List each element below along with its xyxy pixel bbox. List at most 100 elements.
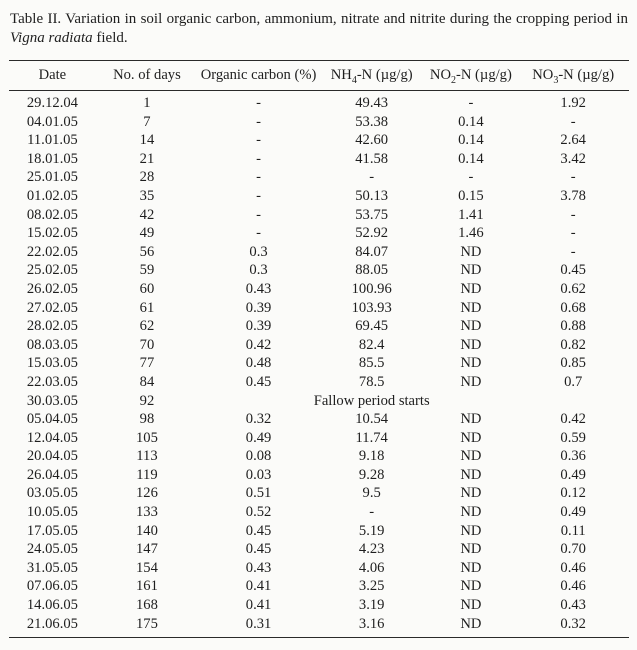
table-cell: - bbox=[468, 95, 474, 111]
table-cell: - bbox=[570, 169, 576, 186]
table-row: 05.04.05 98 0.32 10.54 ND 0.42 bbox=[9, 410, 629, 429]
table-cell: ND bbox=[460, 541, 482, 558]
table-cell: - bbox=[570, 206, 576, 223]
table-cell: 0.45 bbox=[245, 541, 272, 558]
table-cell: 119 bbox=[136, 466, 158, 483]
table-cell: 9.28 bbox=[358, 466, 385, 483]
table-cell: 17.05.05 bbox=[26, 522, 78, 539]
table-cell: ND bbox=[460, 448, 482, 465]
table-cell: 133 bbox=[136, 504, 158, 521]
table-cell: 41.58 bbox=[355, 150, 389, 167]
table-row: 24.05.05 147 0.45 4.23 ND 0.70 bbox=[9, 540, 629, 559]
table-cell: 0.62 bbox=[560, 280, 586, 297]
table-row: 04.01.05 7 - 53.38 0.14 - bbox=[9, 113, 629, 132]
table-cell: 0.49 bbox=[560, 466, 586, 483]
table-cell: 140 bbox=[136, 522, 158, 539]
caption-text-suffix: field. bbox=[92, 30, 128, 46]
table-row: 25.02.05 59 0.3 88.05 ND 0.45 bbox=[9, 261, 629, 280]
table-cell: 0.43 bbox=[245, 559, 272, 576]
table-cell: 0.14 bbox=[458, 132, 484, 149]
table-cell: 1 bbox=[143, 95, 151, 111]
table-cell: 31.05.05 bbox=[26, 559, 78, 576]
table-row: 20.04.05 113 0.08 9.18 ND 0.36 bbox=[9, 447, 629, 466]
table-cell: 25.02.05 bbox=[26, 262, 78, 279]
table-cell: ND bbox=[460, 355, 482, 372]
table-cell: 0.3 bbox=[249, 262, 268, 279]
table-cell: 88.05 bbox=[355, 262, 389, 279]
table-cell: ND bbox=[460, 522, 482, 539]
table-row: 07.06.05 161 0.41 3.25 ND 0.46 bbox=[9, 577, 629, 596]
table-row: 08.03.05 70 0.42 82.4 ND 0.82 bbox=[9, 336, 629, 355]
table-cell: - bbox=[256, 132, 261, 149]
table-row: 26.04.05 119 0.03 9.28 ND 0.49 bbox=[9, 466, 629, 485]
table-cell: 0.36 bbox=[560, 448, 586, 465]
table-cell: 0.45 bbox=[560, 262, 586, 279]
table-cell: ND bbox=[460, 559, 482, 576]
table-cell: 0.48 bbox=[245, 355, 272, 372]
table-row: 15.03.05 77 0.48 85.5 ND 0.85 bbox=[9, 354, 629, 373]
table-cell: 82.4 bbox=[358, 336, 385, 353]
column-header: Date bbox=[38, 67, 67, 83]
table-cell: 0.59 bbox=[560, 429, 586, 446]
table-cell: 92 bbox=[139, 392, 155, 409]
table-cell: 3.78 bbox=[560, 187, 586, 204]
table-cell: 0.39 bbox=[245, 318, 272, 335]
column-header: NO2-N (µg/g) bbox=[429, 67, 512, 86]
table-cell: 22.02.05 bbox=[26, 243, 78, 260]
table-cell: 3.19 bbox=[358, 597, 385, 614]
table-row: 18.01.05 21 - 41.58 0.14 3.42 bbox=[9, 150, 629, 169]
table-row: 29.12.04 1 - 49.43 - 1.92 bbox=[9, 91, 629, 113]
table-row: 15.02.05 49 - 52.92 1.46 - bbox=[9, 224, 629, 243]
table-cell: 53.75 bbox=[355, 206, 389, 223]
table-cell: 22.03.05 bbox=[26, 373, 78, 390]
table-cell: 26.02.05 bbox=[26, 280, 78, 297]
header-row: Date No. of days Organic carbon (%) NH4-N (… bbox=[9, 61, 629, 91]
table-cell: 0.14 bbox=[458, 150, 484, 167]
table-cell: 08.03.05 bbox=[26, 336, 78, 353]
table-cell: 100.96 bbox=[351, 280, 392, 297]
table-cell: ND bbox=[460, 262, 482, 279]
table-cell: 01.02.05 bbox=[26, 187, 78, 204]
table-cell: 0.41 bbox=[245, 597, 272, 614]
table-cell: ND bbox=[460, 373, 482, 390]
table-row: 01.02.05 35 - 50.13 0.15 3.78 bbox=[9, 187, 629, 206]
table-cell: - bbox=[369, 169, 375, 186]
table-cell: 42.60 bbox=[355, 132, 389, 149]
table-cell: 0.82 bbox=[560, 336, 586, 353]
table-cell: 0.15 bbox=[458, 187, 484, 204]
table-row: 26.02.05 60 0.43 100.96 ND 0.62 bbox=[9, 280, 629, 299]
caption-text-prefix: Table II. Variation in soil organic carb… bbox=[10, 11, 628, 27]
table-cell: 03.05.05 bbox=[26, 485, 78, 502]
table-cell: 147 bbox=[136, 541, 158, 558]
table-cell: 25.01.05 bbox=[26, 169, 78, 186]
table-row: 31.05.05 154 0.43 4.06 ND 0.46 bbox=[9, 559, 629, 578]
table-cell: 20.04.05 bbox=[26, 448, 78, 465]
table-cell: - bbox=[256, 169, 261, 186]
table-cell: 126 bbox=[136, 485, 158, 502]
table-cell: ND bbox=[460, 318, 482, 335]
table-cell: 35 bbox=[139, 187, 155, 204]
table-cell: 0.14 bbox=[458, 113, 484, 130]
table-cell: 0.7 bbox=[564, 373, 583, 390]
table-cell: 11.74 bbox=[355, 429, 388, 446]
table-cell: 49.43 bbox=[355, 95, 389, 111]
table-cell: 62 bbox=[139, 318, 155, 335]
column-header: No. of days bbox=[113, 67, 181, 83]
table-cell: 84 bbox=[139, 373, 155, 390]
table-cell: 56 bbox=[139, 243, 155, 260]
table-cell: 84.07 bbox=[355, 243, 389, 260]
table-cell: 28 bbox=[139, 169, 155, 186]
table-cell: - bbox=[369, 504, 375, 521]
table-cell: 0.42 bbox=[560, 411, 586, 428]
table-cell: 85.5 bbox=[358, 355, 385, 372]
table-cell: 1.41 bbox=[458, 206, 484, 223]
table-cell: 4.06 bbox=[358, 559, 385, 576]
table-cell: 105 bbox=[136, 429, 158, 446]
table-cell: 0.08 bbox=[245, 448, 272, 465]
table-cell: 59 bbox=[139, 262, 155, 279]
table-row: 17.05.05 140 0.45 5.19 ND 0.11 bbox=[9, 522, 629, 541]
table-row: 25.01.05 28 - - - - bbox=[9, 168, 629, 187]
table-cell: 08.02.05 bbox=[26, 206, 78, 223]
table-cell: 15.03.05 bbox=[26, 355, 78, 372]
table-cell: ND bbox=[460, 615, 482, 632]
